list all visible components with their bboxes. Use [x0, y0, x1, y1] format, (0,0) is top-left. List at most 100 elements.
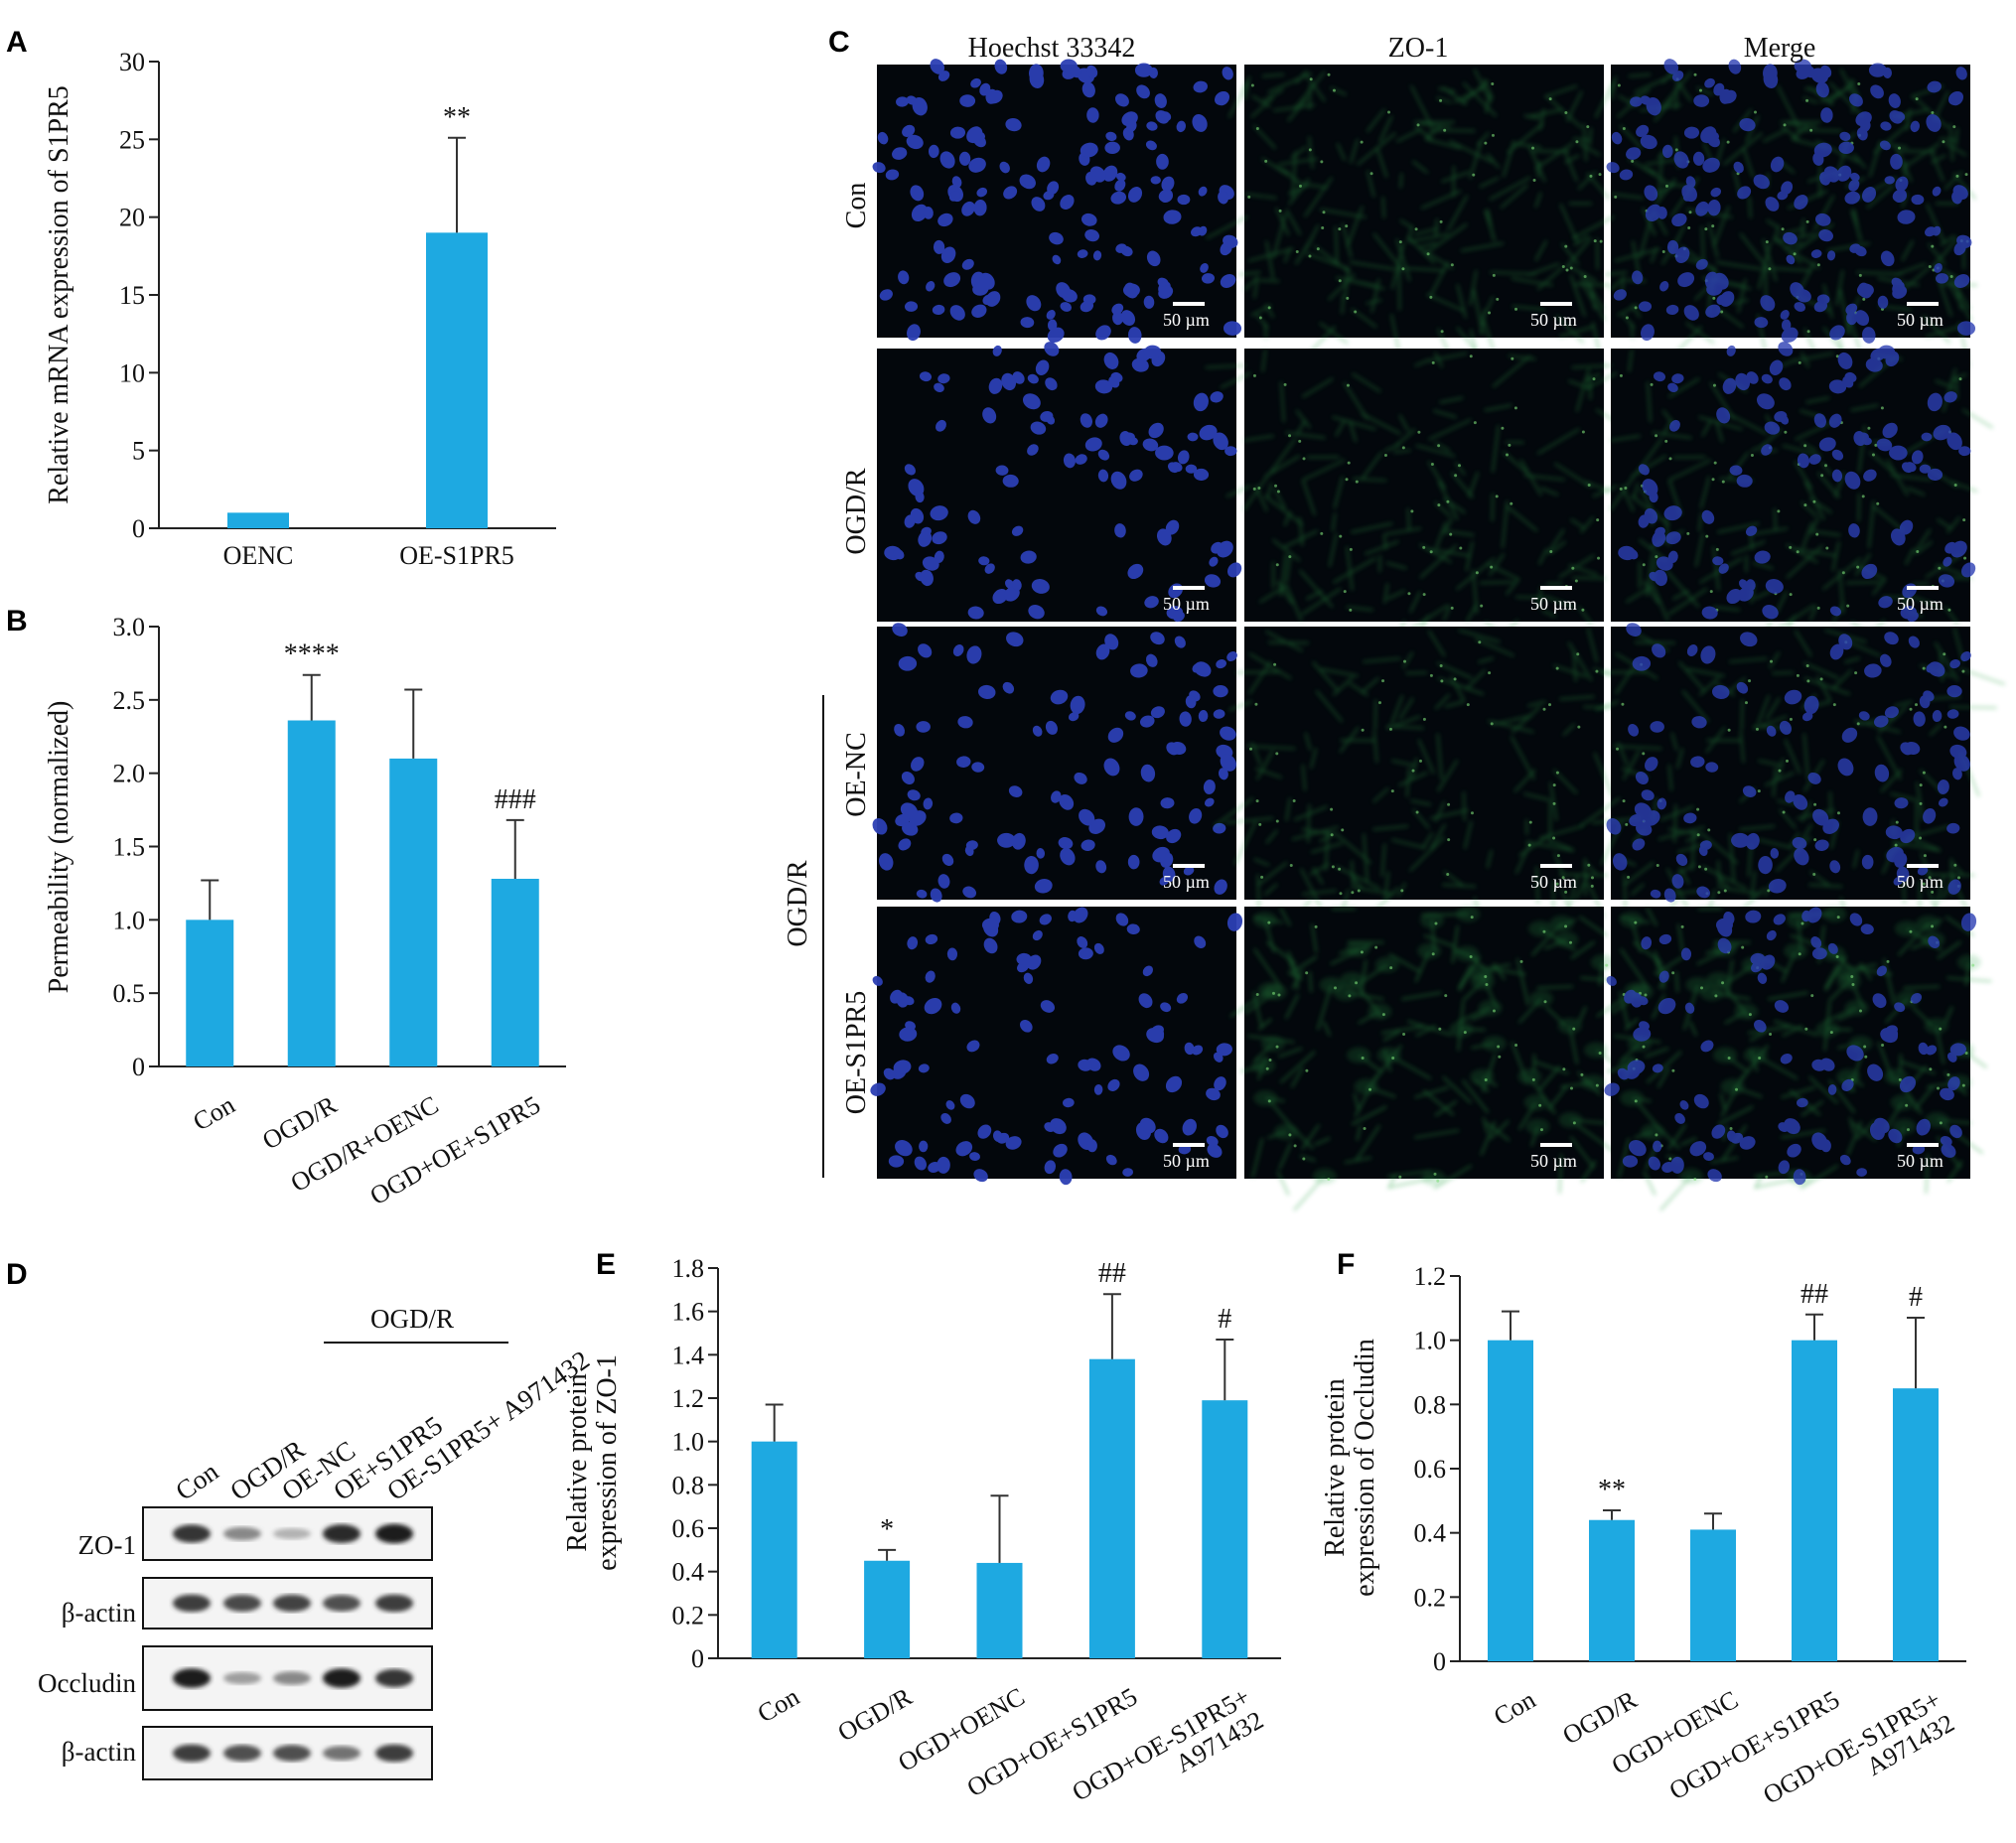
zo1-fiber [1426, 222, 1468, 253]
micro-col-header-merge: Merge [1744, 33, 1816, 64]
nucleus [1658, 933, 1672, 945]
zo1-cell-body [1844, 999, 1869, 1016]
zo1-punctum [1510, 501, 1513, 505]
zo1-fiber [1855, 1120, 1876, 1140]
nucleus [1757, 177, 1769, 186]
nucleus [1216, 659, 1227, 669]
zo1-fiber [1451, 924, 1459, 963]
nucleus [982, 407, 997, 424]
nucleus [1813, 142, 1832, 158]
nucleus [1932, 710, 1943, 723]
zo1-fiber [1588, 280, 1596, 310]
zo1-fiber [1686, 668, 1725, 677]
zo1-punctum [1276, 490, 1280, 494]
zo1-punctum [1931, 924, 1935, 928]
zo1-fiber [1387, 1173, 1397, 1190]
zo1-punctum [1508, 443, 1512, 447]
nucleus [1856, 283, 1874, 298]
nucleus [893, 1060, 912, 1074]
zo1-fiber [1857, 493, 1861, 522]
zo1-fiber [1402, 651, 1414, 669]
nucleus [1761, 444, 1773, 456]
zo1-punctum [1680, 924, 1684, 928]
zo1-fiber [1650, 247, 1657, 263]
y-tick-label-E-0: 0 [691, 1644, 704, 1673]
zo1-fiber [1332, 676, 1354, 696]
zo1-punctum [1931, 111, 1935, 115]
micro-image-r2-c1: 50 µm [1214, 627, 1640, 926]
nucleus [1870, 84, 1884, 99]
nucleus [979, 272, 995, 290]
zo1-cell-body [1257, 982, 1282, 999]
y-tick-label-A-2: 10 [119, 358, 145, 387]
zo1-fiber [1250, 742, 1262, 766]
zo1-fiber [1295, 409, 1311, 429]
zo1-fiber [1480, 581, 1514, 584]
nucleus [1888, 1128, 1903, 1144]
zo1-punctum [1449, 532, 1453, 536]
nucleus [1758, 855, 1773, 875]
zo1-punctum [1697, 865, 1701, 869]
nucleus [1226, 651, 1237, 662]
zo1-punctum [1496, 297, 1500, 301]
zo1-fiber [1399, 173, 1403, 189]
nucleus [1740, 632, 1758, 647]
zo1-fiber [1442, 1075, 1472, 1104]
zo1-punctum [1655, 1133, 1658, 1137]
x-tick-label-A-0: OENC [223, 541, 294, 570]
bar-E-3 [1088, 1358, 1135, 1658]
nucleus [1769, 359, 1784, 375]
nucleus [1692, 151, 1705, 166]
zo1-fiber [1740, 699, 1744, 730]
zo1-fiber [1800, 800, 1812, 822]
nucleus [1634, 802, 1653, 819]
nucleus [1191, 226, 1203, 237]
zo1-punctum [1813, 838, 1817, 842]
zo1-cell-body [1525, 1118, 1550, 1135]
zo1-fiber [1527, 262, 1560, 276]
nucleus [1712, 556, 1724, 566]
zo1-punctum [1711, 224, 1715, 228]
x-tick-label-line-B-0-0: Con [188, 1090, 239, 1137]
zo1-fiber [1614, 247, 1660, 262]
nucleus [1150, 632, 1165, 645]
zo1-fiber [1712, 606, 1740, 612]
nucleus [1861, 563, 1878, 580]
zo1-fiber [1396, 129, 1421, 143]
zo1-fiber [1794, 547, 1837, 557]
nucleus [928, 1162, 941, 1173]
nucleus [1656, 207, 1667, 219]
zo1-cell-body [1333, 984, 1358, 1001]
nucleus [1671, 213, 1687, 227]
zo1-punctum [1619, 373, 1623, 377]
nucleus [955, 1141, 973, 1157]
nucleus [948, 191, 960, 202]
zo1-fiber [1266, 941, 1296, 964]
zo1-punctum [1590, 884, 1594, 888]
zo1-punctum [1894, 843, 1898, 847]
nucleus [1873, 1117, 1890, 1134]
zo1-cell-body [1478, 999, 1503, 1016]
zo1-fiber [1781, 1129, 1826, 1139]
zo1-fiber [1385, 562, 1407, 570]
y-axis-label-F-1: expression of Occludin [1350, 1339, 1380, 1597]
zo1-fiber [1937, 940, 1961, 959]
nucleus [1023, 177, 1035, 186]
zo1-fiber [1381, 197, 1385, 218]
nucleus [983, 937, 998, 954]
nucleus [1793, 1169, 1806, 1186]
zo1-fiber [1519, 459, 1542, 496]
zo1-fiber [1257, 1018, 1272, 1031]
zo1-fiber [1739, 825, 1776, 831]
zo1-punctum [1475, 571, 1479, 575]
nucleus [1745, 525, 1758, 536]
zo1-fiber [1782, 1025, 1803, 1037]
zo1-fiber [1238, 271, 1261, 276]
zo1-fiber [1727, 413, 1768, 435]
zo1-fiber [1935, 379, 1956, 389]
nucleus [1813, 300, 1828, 313]
wb-band-0-2 [273, 1528, 311, 1539]
zo1-fiber [1478, 656, 1495, 663]
zo1-cell-body [1419, 912, 1444, 928]
nucleus [1619, 169, 1634, 181]
